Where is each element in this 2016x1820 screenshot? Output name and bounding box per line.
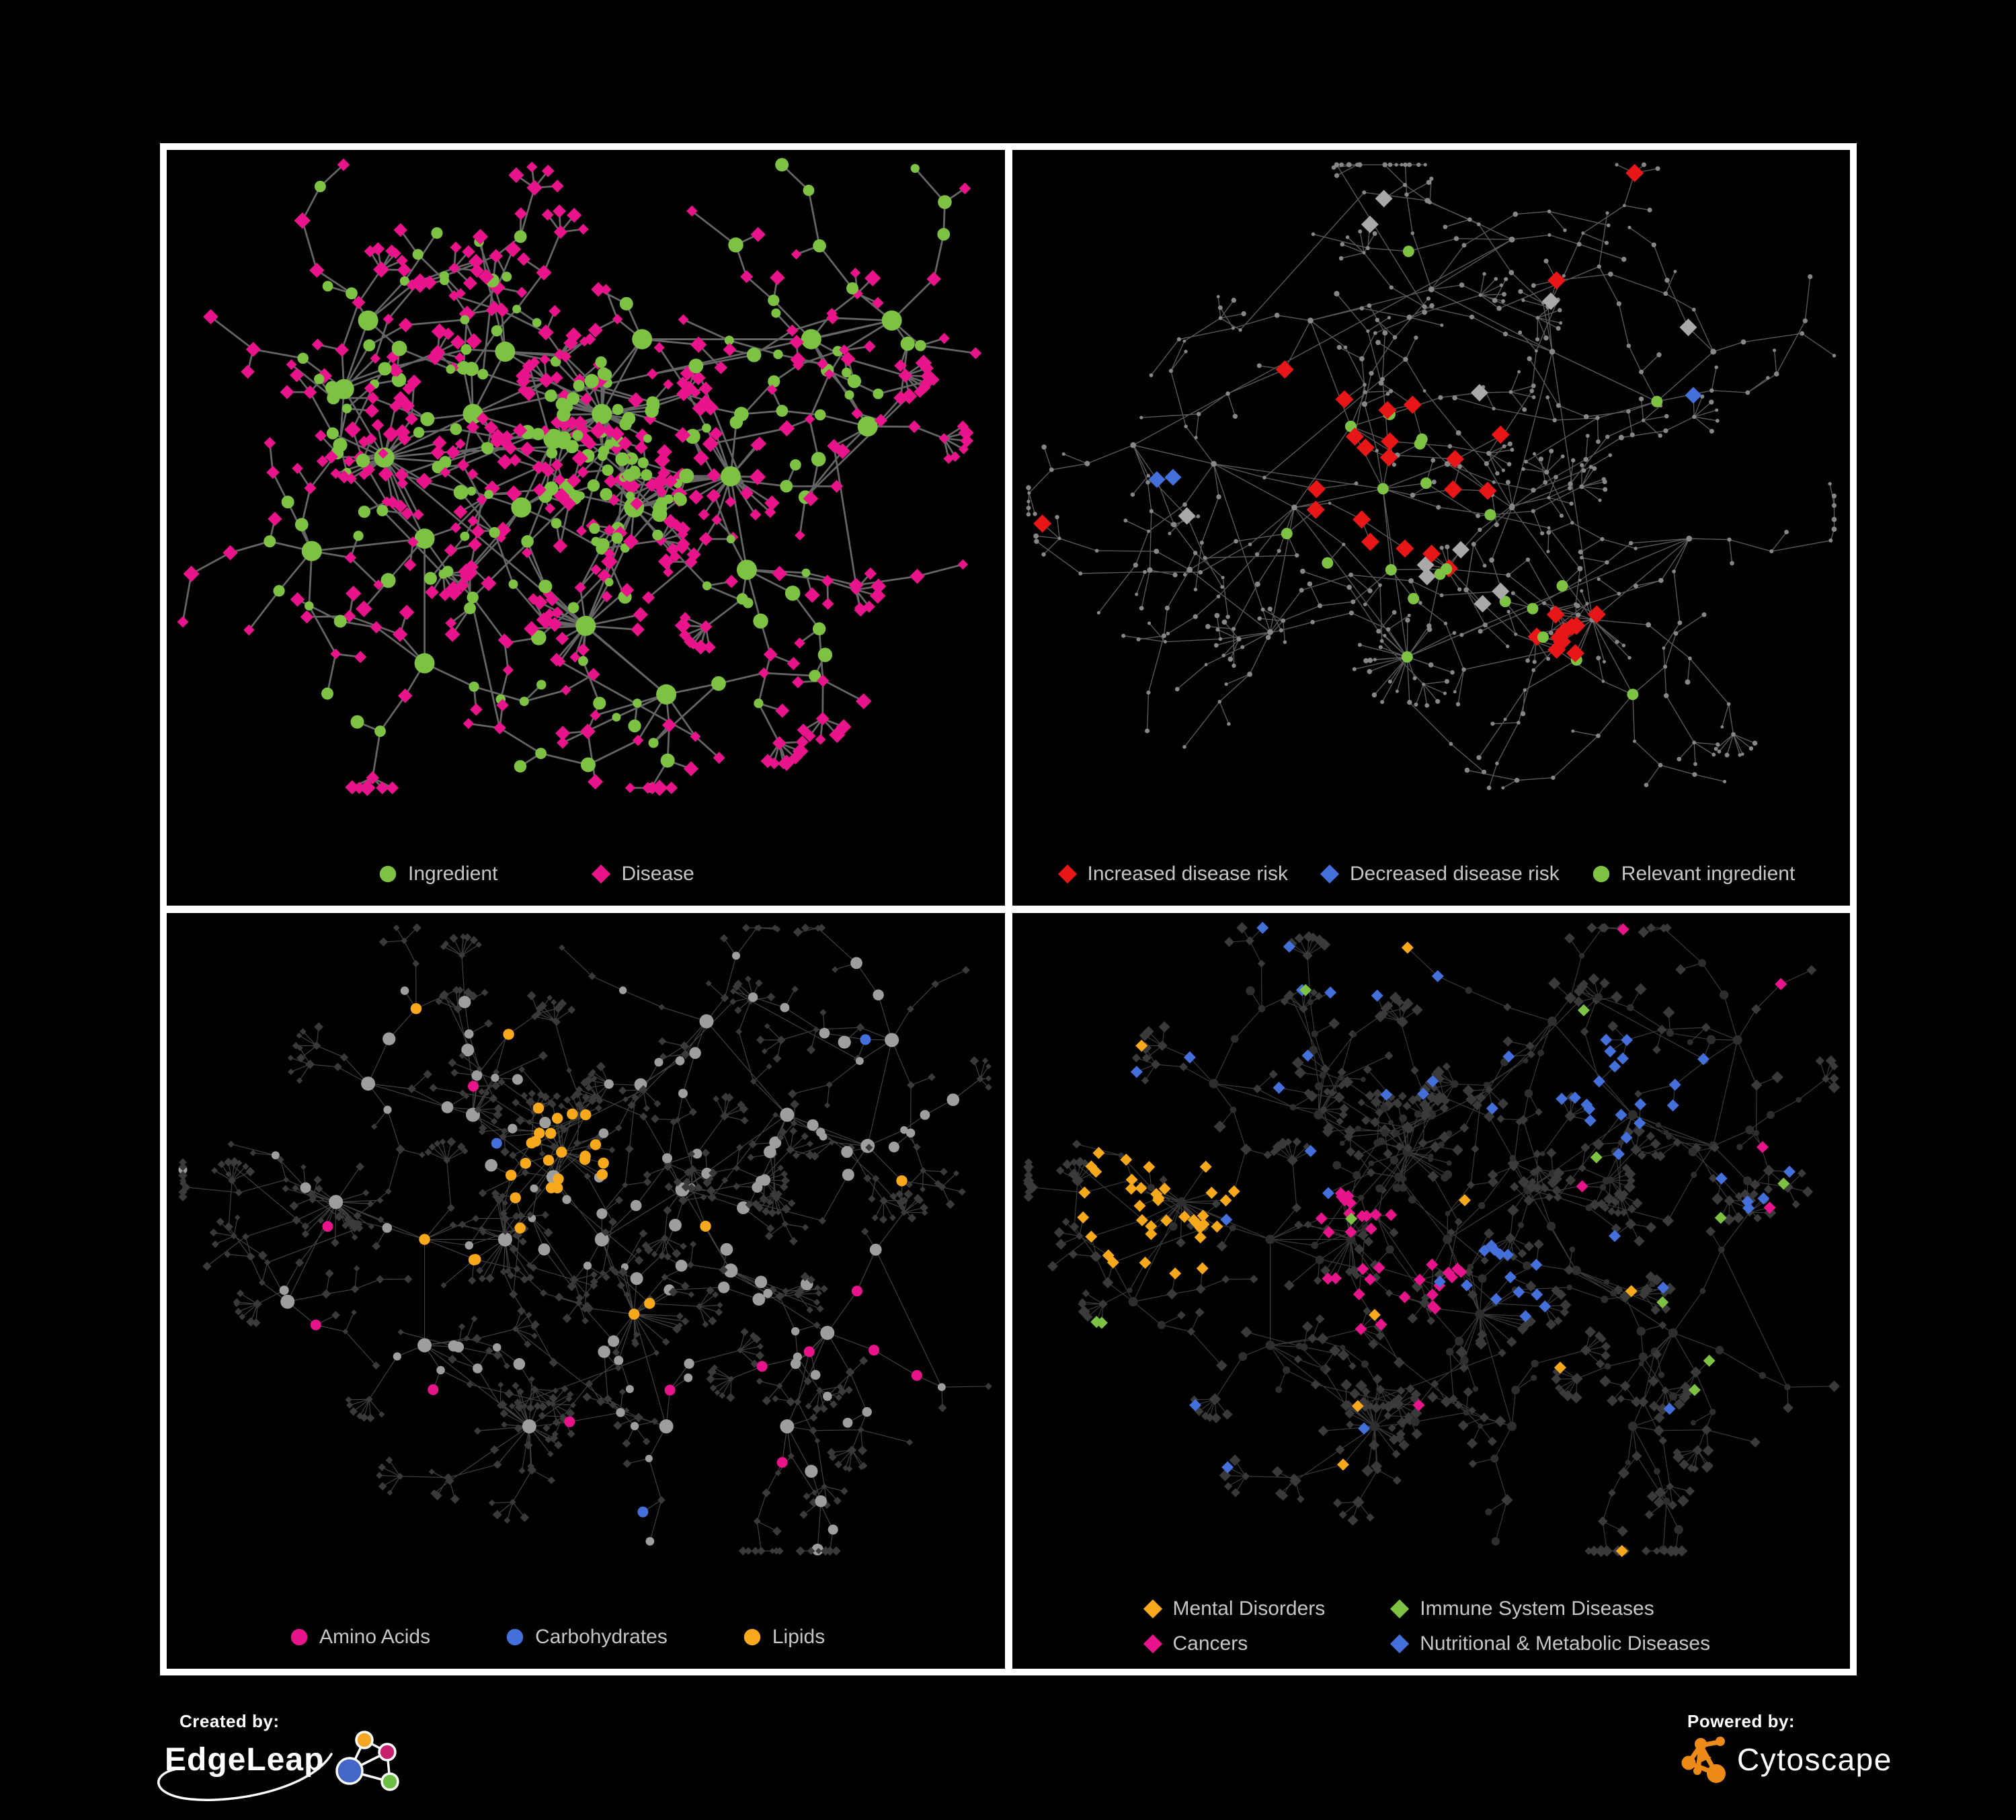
legend-item-decreased-disease-risk: Decreased disease risk	[1319, 863, 1560, 885]
panel-ingredient-disease: Ingredient Disease	[167, 150, 1005, 906]
created-by-label: Created by:	[179, 1711, 280, 1731]
cytoscape-wordmark: Cytoscape	[1737, 1742, 1892, 1777]
legend-item-increased-disease-risk: Increased disease risk	[1057, 863, 1288, 885]
legend-ingredient-categories: Amino Acids Carbohydrates Lipids	[288, 1626, 825, 1649]
edgeleap-node-green	[380, 1772, 400, 1791]
legend-label: Lipids	[772, 1626, 825, 1648]
diamond-legend-icon	[1143, 1599, 1162, 1619]
legend-label: Cancers	[1172, 1632, 1248, 1655]
edgeleap-node-blue	[335, 1757, 364, 1785]
diamond-legend-icon	[1320, 864, 1340, 884]
legend-label: Decreased disease risk	[1349, 863, 1560, 885]
edgeleap-logo-icon	[335, 1731, 400, 1791]
diamond-legend-icon	[592, 864, 611, 884]
legend-label: Nutritional & Metabolic Diseases	[1420, 1632, 1711, 1655]
network-graph-ingredient-categories	[178, 923, 992, 1556]
cytoscape-logo-icon	[1681, 1737, 1726, 1783]
legend-disease-risk: Increased disease risk Decreased disease …	[1057, 863, 1796, 885]
diamond-legend-icon	[1057, 864, 1077, 884]
circle-legend-icon	[743, 1628, 761, 1646]
legend-item-disease: Disease	[590, 863, 694, 885]
panel-disease-risk: Increased disease risk Decreased disease …	[1012, 150, 1850, 906]
legend-label: Carbohydrates	[535, 1626, 668, 1648]
legend-item-carbohydrates: Carbohydrates	[504, 1626, 668, 1649]
edgeleap-credit: Created by: EdgeLeap	[157, 1711, 487, 1812]
legend-label: Ingredient	[408, 863, 498, 885]
legend-item-mental-disorders: Mental Disorders	[1142, 1597, 1326, 1620]
legend-ingredient-disease: Ingredient Disease	[377, 863, 694, 885]
legend-label: Relevant ingredient	[1621, 863, 1796, 885]
diamond-legend-icon	[1390, 1599, 1410, 1619]
powered-by-label: Powered by:	[1687, 1711, 1796, 1731]
network-graph-ingredient-disease	[177, 158, 982, 797]
legend-item-amino-acids: Amino Acids	[288, 1626, 430, 1649]
panel-grid: Ingredient Disease Increased disease risk…	[160, 143, 1857, 1675]
circle-legend-icon	[1592, 865, 1610, 883]
circle-legend-icon	[506, 1628, 524, 1646]
legend-label: Amino Acids	[319, 1626, 431, 1648]
edgeleap-node-magenta	[378, 1743, 397, 1762]
edgeleap-wordmark: EdgeLeap	[165, 1742, 325, 1778]
cytoscape-credit: Powered by: Cytoscape	[1678, 1711, 1960, 1812]
legend-label: Disease	[621, 863, 694, 885]
legend-item-relevant-ingredient: Relevant ingredient	[1590, 863, 1796, 885]
circle-legend-icon	[379, 865, 397, 883]
legend-disease-categories: Mental Disorders Immune System Diseases Ca…	[1142, 1597, 1710, 1655]
legend-label: Mental Disorders	[1172, 1597, 1326, 1620]
legend-item-nutritional-metabolic-diseases: Nutritional & Metabolic Diseases	[1389, 1632, 1710, 1655]
circle-legend-icon	[290, 1628, 308, 1646]
legend-item-immune-system-diseases: Immune System Diseases	[1389, 1597, 1710, 1620]
panel-disease-categories: Mental Disorders Immune System Diseases Ca…	[1012, 913, 1850, 1669]
legend-label: Increased disease risk	[1087, 863, 1288, 885]
network-graph-disease-categories	[1022, 922, 1840, 1557]
legend-label: Immune System Diseases	[1420, 1597, 1654, 1620]
legend-item-ingredient: Ingredient	[377, 863, 497, 885]
diamond-legend-icon	[1143, 1634, 1162, 1654]
edgeleap-node-orange	[355, 1731, 374, 1749]
diamond-legend-icon	[1390, 1634, 1410, 1654]
network-graph-disease-risk	[1025, 162, 1837, 791]
legend-item-lipids: Lipids	[741, 1626, 825, 1649]
legend-item-cancers: Cancers	[1142, 1632, 1326, 1655]
panel-ingredient-categories: Amino Acids Carbohydrates Lipids	[167, 913, 1005, 1669]
